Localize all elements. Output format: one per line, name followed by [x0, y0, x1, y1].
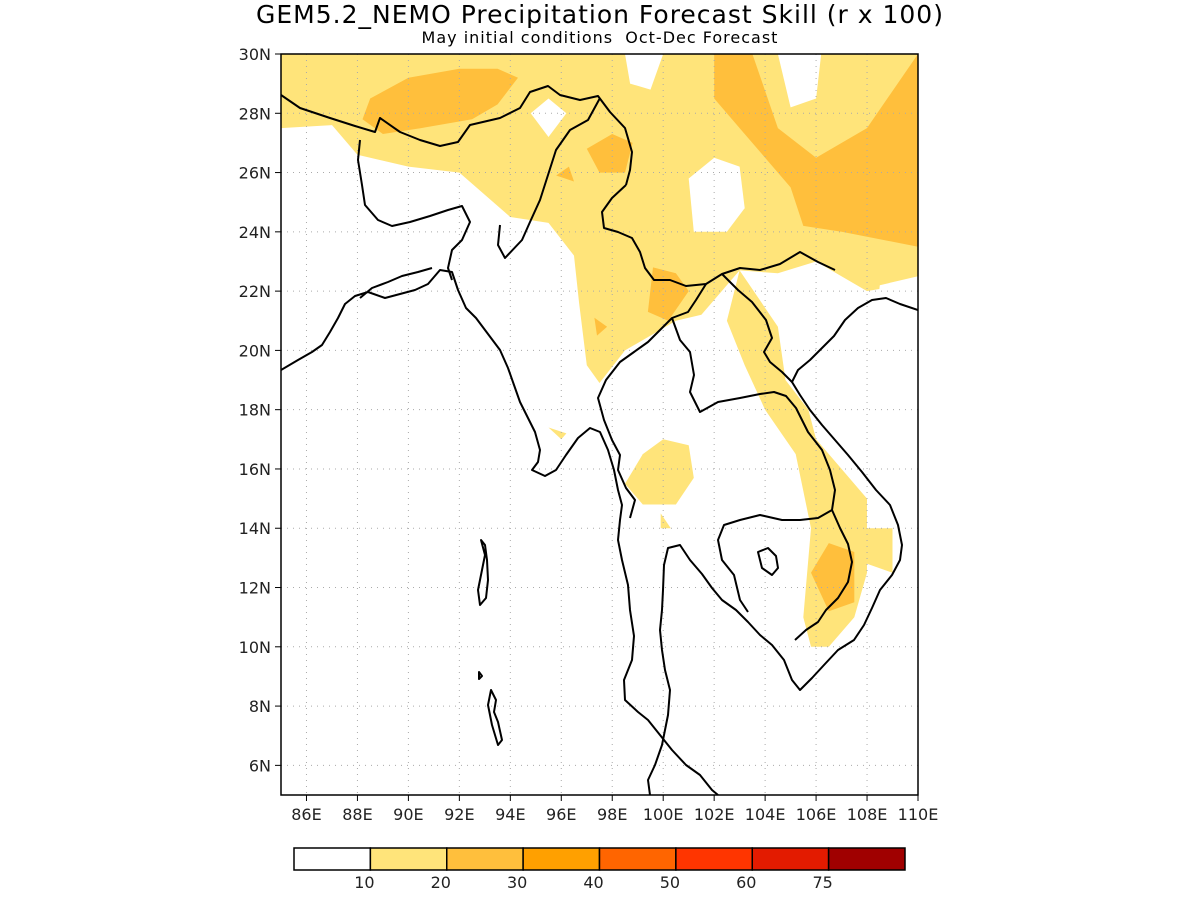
border-myanmar-thailand — [597, 283, 707, 519]
x-tick-label-100E: 100E — [643, 805, 684, 824]
colorbar-swatch-1 — [369, 847, 448, 871]
skill-region-small-patch-a — [548, 427, 567, 440]
colorbar-label-75: 75 — [812, 873, 832, 892]
y-tick-label-20N: 20N — [239, 341, 271, 360]
y-tick-label-22N: 22N — [239, 282, 271, 301]
island-small-2 — [487, 689, 503, 746]
y-tick-label-24N: 24N — [239, 223, 271, 242]
x-tick-label-90E: 90E — [393, 805, 423, 824]
skill-region-small-patch-b — [660, 513, 671, 529]
skill-region-hole-5 — [872, 276, 918, 351]
x-tick-label-86E: 86E — [291, 805, 321, 824]
border-laos-vietnam — [721, 273, 793, 383]
colorbar-label-50: 50 — [660, 873, 680, 892]
coastline-ganges-delta — [359, 267, 433, 299]
colorbar-swatch-4 — [598, 847, 677, 871]
colorbar-label-40: 40 — [583, 873, 603, 892]
island-small-1 — [478, 671, 483, 680]
x-tick-label-92E: 92E — [444, 805, 474, 824]
border-myanmar-china — [601, 184, 836, 287]
x-tick-label-106E: 106E — [796, 805, 837, 824]
x-tick-label-98E: 98E — [597, 805, 627, 824]
border-india-nepal-bhutan — [281, 85, 633, 186]
skill-region-thailand-patch — [625, 439, 694, 505]
y-tick-label-30N: 30N — [239, 45, 271, 64]
border-thailand-laos — [671, 317, 836, 613]
skill-region-south-vietnam-patch — [811, 543, 855, 612]
skill-region-nw-patch — [362, 68, 518, 134]
x-tick-label-110E: 110E — [898, 805, 939, 824]
x-tick-label-96E: 96E — [546, 805, 576, 824]
y-tick-label-14N: 14N — [239, 519, 271, 538]
colorbar-swatch-5 — [675, 847, 753, 871]
x-tick-label-94E: 94E — [495, 805, 525, 824]
colorbar-label-30: 30 — [507, 873, 527, 892]
colorbar-label-10: 10 — [354, 873, 374, 892]
y-tick-label-18N: 18N — [239, 401, 271, 420]
skill-region-hole-4 — [688, 157, 745, 232]
skill-region-spot-a — [556, 166, 574, 182]
skill-region-hole-3 — [530, 98, 567, 137]
chart-subtitle: May initial conditions Oct-Dec Forecast — [421, 28, 779, 47]
border-myanmar-india — [497, 97, 601, 259]
colorbar: 10 20 30 40 50 60 75 — [293, 847, 906, 892]
y-axis: 6N 8N 10N 12N 14N 16N 18N 20N 22N 24N 26N 28N 30N — [239, 45, 281, 775]
colorbar-label-20: 20 — [431, 873, 451, 892]
skill-region-upper-myanmar-patch — [586, 134, 633, 173]
x-tick-label-102E: 102E — [694, 805, 735, 824]
border-cambodia-vietnam — [794, 509, 853, 641]
x-tick-label-104E: 104E — [745, 805, 786, 824]
colorbar-swatch-6 — [751, 847, 830, 871]
y-tick-label-10N: 10N — [239, 638, 271, 657]
y-tick-label-16N: 16N — [239, 460, 271, 479]
y-tick-label-28N: 28N — [239, 104, 271, 123]
y-tick-label-6N: 6N — [249, 756, 271, 775]
y-tick-label-26N: 26N — [239, 164, 271, 183]
plot-frame — [280, 53, 919, 796]
coastlines-borders — [281, 85, 918, 795]
tonle-sap-lake — [757, 547, 779, 576]
colorbar-swatch-3 — [522, 847, 601, 871]
x-axis: 86E 88E 90E 92E 94E 96E 98E 100E 102E 104E 106E 108… — [291, 795, 938, 824]
skill-region-hole-1 — [625, 54, 664, 90]
colorbar-swatch-2 — [446, 847, 524, 871]
coastline-gulf-of-thailand — [647, 297, 918, 795]
coastline-bay-of-bengal-west — [281, 269, 719, 795]
y-tick-label-8N: 8N — [249, 697, 271, 716]
x-tick-label-108E: 108E — [847, 805, 888, 824]
colorbar-swatch-0 — [293, 847, 372, 871]
chart-title: GEM5.2_NEMO Precipitation Forecast Skill… — [256, 0, 944, 29]
skill-region-spot-b — [594, 317, 608, 336]
border-bangladesh — [357, 139, 471, 281]
skill-region-east-coast-patch — [867, 528, 893, 573]
y-tick-label-12N: 12N — [239, 579, 271, 598]
skill-region-hole-2 — [777, 54, 822, 108]
colorbar-swatch-7 — [827, 847, 906, 871]
colorbar-label-60: 60 — [736, 873, 756, 892]
andaman-islands — [477, 539, 489, 606]
x-tick-label-88E: 88E — [342, 805, 372, 824]
